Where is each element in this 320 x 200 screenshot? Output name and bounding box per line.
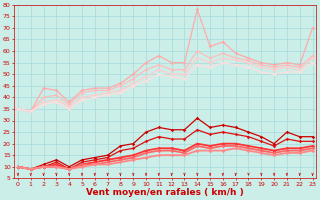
X-axis label: Vent moyen/en rafales ( km/h ): Vent moyen/en rafales ( km/h ) [86, 188, 244, 197]
